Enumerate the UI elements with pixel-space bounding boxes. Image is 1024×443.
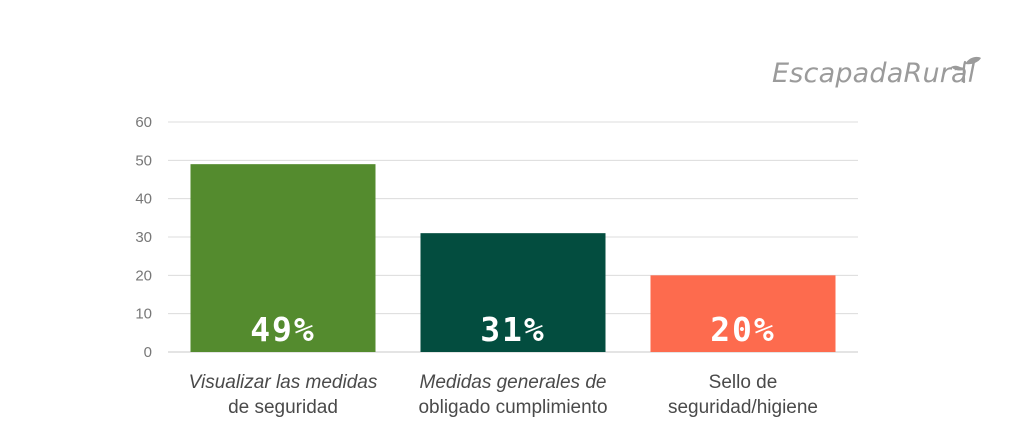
y-tick-label: 50	[135, 152, 152, 169]
x-tick-label: Sello de	[709, 372, 778, 393]
data-label: 31%	[480, 310, 546, 349]
y-tick-label: 0	[144, 344, 152, 361]
logo-text: EscapadaRural	[772, 58, 976, 89]
data-label: 49%	[250, 310, 316, 349]
y-tick-label: 40	[135, 191, 152, 208]
y-tick-label: 30	[135, 229, 152, 246]
x-tick-label: seguridad/higiene	[668, 397, 818, 418]
x-tick-label: Visualizar las medidas	[189, 372, 378, 393]
x-tick-label: obligado cumplimiento	[418, 397, 607, 418]
bar	[190, 164, 376, 352]
data-label: 20%	[710, 310, 776, 349]
bar	[650, 275, 836, 352]
x-tick-label: Medidas generales de	[420, 372, 607, 393]
y-tick-label: 60	[135, 114, 152, 131]
x-tick-label: de seguridad	[228, 397, 338, 418]
escapadarural-logo: EscapadaRural	[772, 56, 981, 89]
sprout-icon	[951, 56, 981, 84]
y-tick-label: 20	[135, 267, 152, 284]
bar	[420, 233, 606, 352]
y-tick-label: 10	[135, 306, 152, 323]
